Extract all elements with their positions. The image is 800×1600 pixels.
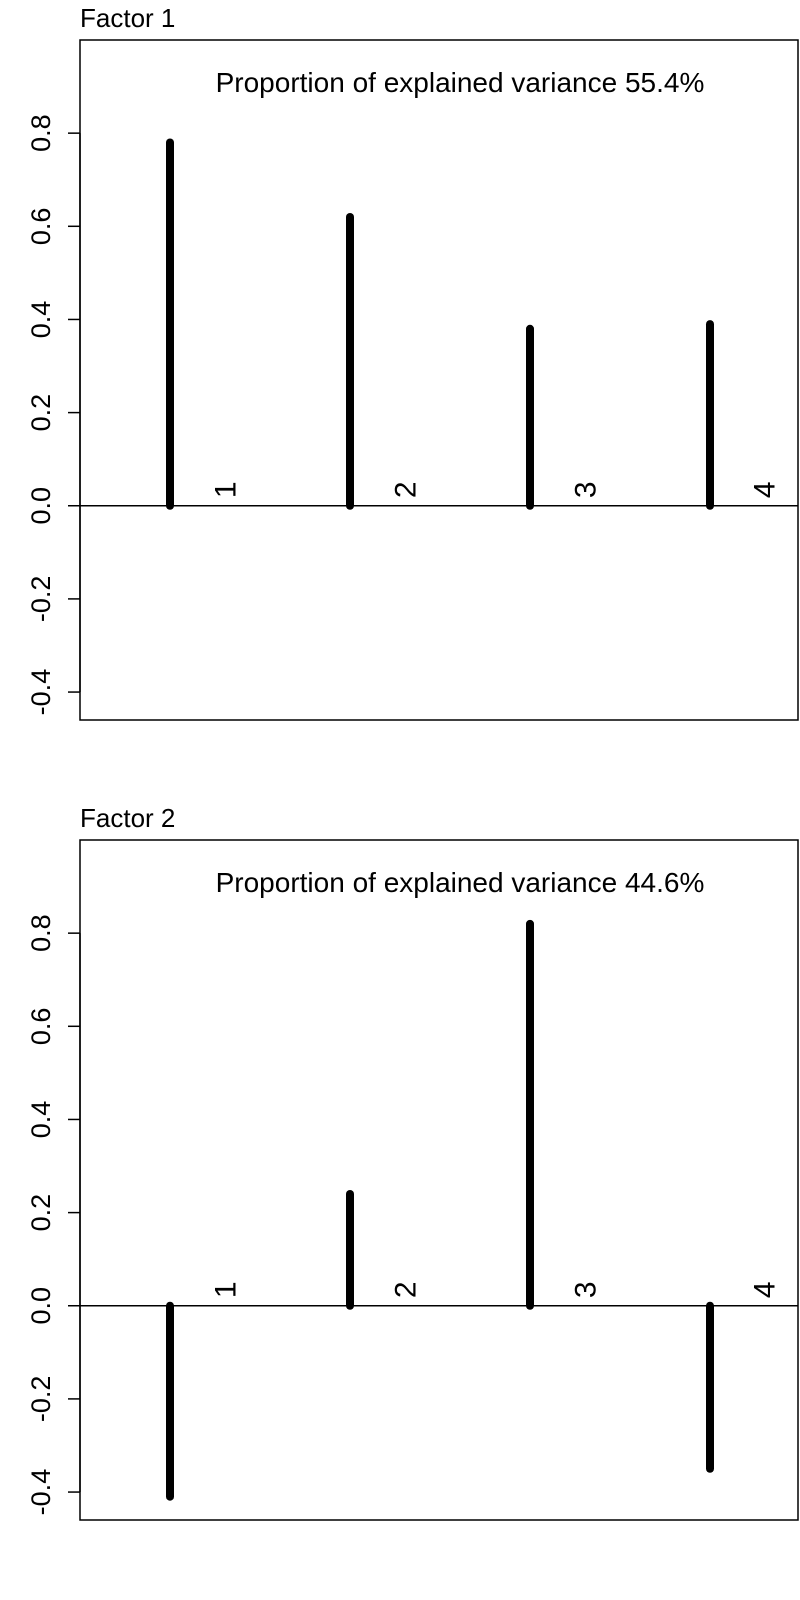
y-tick-label: 0.0 — [26, 487, 56, 525]
category-label: 1 — [210, 1281, 243, 1298]
category-label: 3 — [570, 481, 603, 498]
factor-panel-2: Factor 2 Proportion of explained variance… — [26, 803, 799, 1521]
y-tick-label: -0.2 — [26, 1376, 56, 1423]
y-tick-label: 0.8 — [26, 114, 56, 152]
y-tick-label: 0.4 — [26, 1101, 56, 1139]
y-tick-label: -0.4 — [26, 1469, 56, 1516]
category-label: 2 — [390, 1281, 423, 1298]
panel-title: Factor 2 — [80, 803, 175, 833]
plot-frame — [79, 39, 799, 721]
category-label: 1 — [210, 481, 243, 498]
y-tick-label: 0.2 — [26, 1194, 56, 1232]
y-tick-label: 0.0 — [26, 1287, 56, 1325]
y-tick-label: 0.4 — [26, 301, 56, 339]
factor-panel-1: Factor 1 Proportion of explained variance… — [26, 3, 799, 721]
y-tick-label: 0.8 — [26, 914, 56, 952]
y-tick-label: 0.2 — [26, 394, 56, 432]
y-tick-label: 0.6 — [26, 208, 56, 246]
category-label: 2 — [390, 481, 423, 498]
plot-frame — [79, 839, 799, 1521]
y-tick-label: -0.4 — [26, 669, 56, 716]
y-tick-label: 0.6 — [26, 1008, 56, 1046]
y-tick-label: -0.2 — [26, 576, 56, 623]
explained-variance-annotation: Proportion of explained variance 44.6% — [216, 867, 705, 898]
panel-title: Factor 1 — [80, 3, 175, 33]
category-label: 4 — [749, 481, 782, 498]
explained-variance-annotation: Proportion of explained variance 55.4% — [216, 67, 705, 98]
category-label: 4 — [749, 1281, 782, 1298]
category-label: 3 — [570, 1281, 603, 1298]
